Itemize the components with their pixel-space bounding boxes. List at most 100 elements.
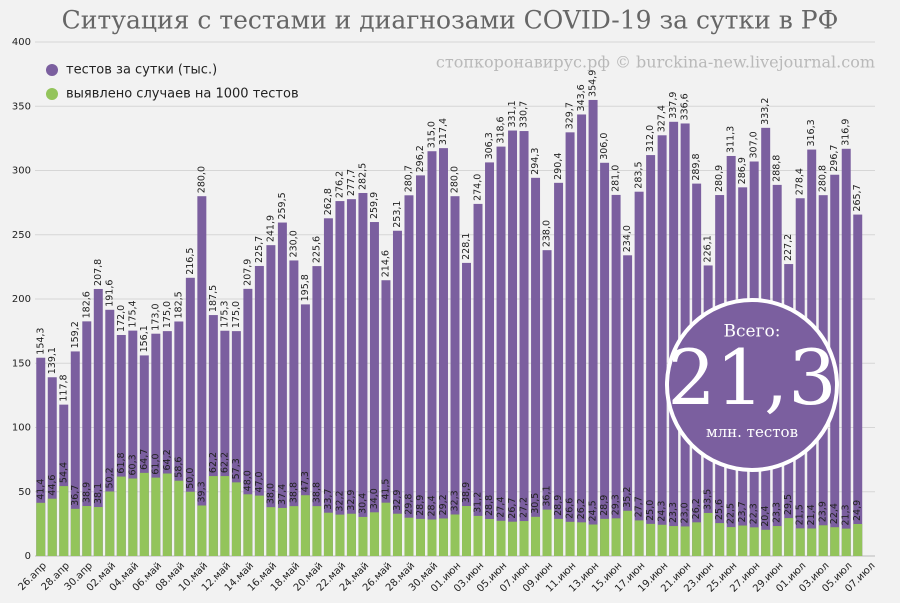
value-label: 316,9 [841, 119, 852, 146]
value-label: 38,8 [311, 482, 322, 503]
value-label: 280,8 [818, 165, 829, 192]
bar [577, 114, 587, 556]
value-label: 175,3 [219, 301, 230, 328]
bar [669, 121, 679, 557]
value-label: 62,2 [208, 452, 219, 473]
value-label: 20,4 [760, 506, 771, 527]
bar [577, 522, 587, 556]
bar [646, 523, 656, 556]
bar [841, 148, 851, 556]
value-label: 38,8 [288, 482, 299, 503]
value-label: 39,3 [196, 481, 207, 502]
value-label: 307,0 [749, 131, 760, 158]
value-label: 23,0 [680, 502, 691, 523]
bar [588, 99, 598, 557]
bar [381, 502, 391, 556]
value-label: 35,2 [622, 487, 633, 508]
bar [392, 230, 402, 557]
bar [82, 321, 92, 556]
bar [634, 191, 644, 556]
value-label: 241,9 [265, 215, 276, 242]
total-badge [665, 298, 839, 472]
total-unit: млн. тестов [706, 423, 798, 441]
bar [496, 520, 506, 556]
bar [853, 524, 863, 556]
bar [266, 507, 276, 556]
value-label: 175,0 [162, 301, 173, 328]
value-label: 259,5 [277, 192, 288, 219]
total-value: 21,3 [667, 333, 836, 422]
value-label: 226,1 [703, 235, 714, 262]
value-label: 29,5 [783, 494, 794, 515]
value-label: 61,8 [116, 452, 127, 473]
value-label: 216,5 [185, 248, 196, 275]
value-label: 187,5 [208, 285, 219, 312]
bar [128, 330, 138, 556]
bar [415, 175, 425, 556]
bar [208, 476, 218, 556]
bar [93, 288, 103, 556]
bar [70, 351, 80, 556]
bar [600, 162, 610, 557]
value-label: 61,0 [150, 453, 161, 474]
bar [427, 151, 437, 556]
value-label: 182,6 [81, 291, 92, 318]
chart-title: Ситуация с тестами и диагнозами COVID-19… [62, 6, 839, 35]
value-label: 191,6 [104, 280, 115, 307]
value-label: 23,7 [737, 501, 748, 522]
bar [243, 288, 253, 556]
value-label: 36,1 [542, 485, 553, 506]
bar [197, 196, 207, 556]
bar [473, 203, 483, 556]
legend-swatch [46, 64, 58, 76]
value-label: 47,0 [254, 471, 265, 492]
value-label: 227,2 [783, 234, 794, 261]
value-label: 21,3 [841, 504, 852, 525]
value-label: 64,2 [162, 449, 173, 470]
bar [300, 495, 310, 556]
value-label: 28,4 [426, 495, 437, 516]
value-label: 23,3 [772, 502, 783, 523]
value-label: 34,0 [369, 488, 380, 509]
bar [485, 518, 495, 556]
bar [220, 476, 230, 556]
value-label: 32,9 [346, 490, 357, 511]
value-label: 44,6 [47, 475, 58, 496]
bar [473, 515, 483, 556]
value-label: 24,3 [657, 501, 668, 522]
value-label: 32,3 [450, 490, 461, 511]
bar [59, 486, 69, 556]
value-label: 265,7 [852, 184, 863, 211]
bar [462, 262, 471, 556]
value-label: 278,4 [795, 168, 806, 195]
value-label: 277,7 [346, 169, 357, 196]
value-label: 280,7 [403, 165, 414, 192]
legend-swatch [46, 88, 58, 100]
bar [312, 266, 322, 556]
y-tick-label: 250 [12, 230, 31, 241]
value-label: 38,9 [461, 482, 472, 503]
bar [139, 472, 149, 556]
value-label: 25,6 [714, 499, 725, 520]
bar [657, 524, 667, 556]
value-label: 36,7 [70, 485, 81, 506]
value-label: 29,3 [611, 494, 622, 515]
value-label: 317,4 [438, 118, 449, 145]
bar [116, 476, 126, 556]
value-label: 47,3 [300, 471, 311, 492]
bar [277, 507, 287, 556]
value-label: 26,6 [565, 498, 576, 519]
bar [254, 265, 264, 556]
bar [185, 491, 195, 556]
value-label: 253,1 [392, 201, 403, 228]
y-tick-label: 0 [25, 551, 31, 562]
bar [36, 502, 46, 556]
value-label: 25,0 [645, 500, 656, 521]
value-label: 62,2 [219, 452, 230, 473]
bar [623, 510, 633, 556]
value-label: 21,5 [795, 504, 806, 525]
value-label: 31,2 [473, 492, 484, 513]
bar [151, 333, 161, 556]
value-label: 354,9 [588, 70, 599, 97]
